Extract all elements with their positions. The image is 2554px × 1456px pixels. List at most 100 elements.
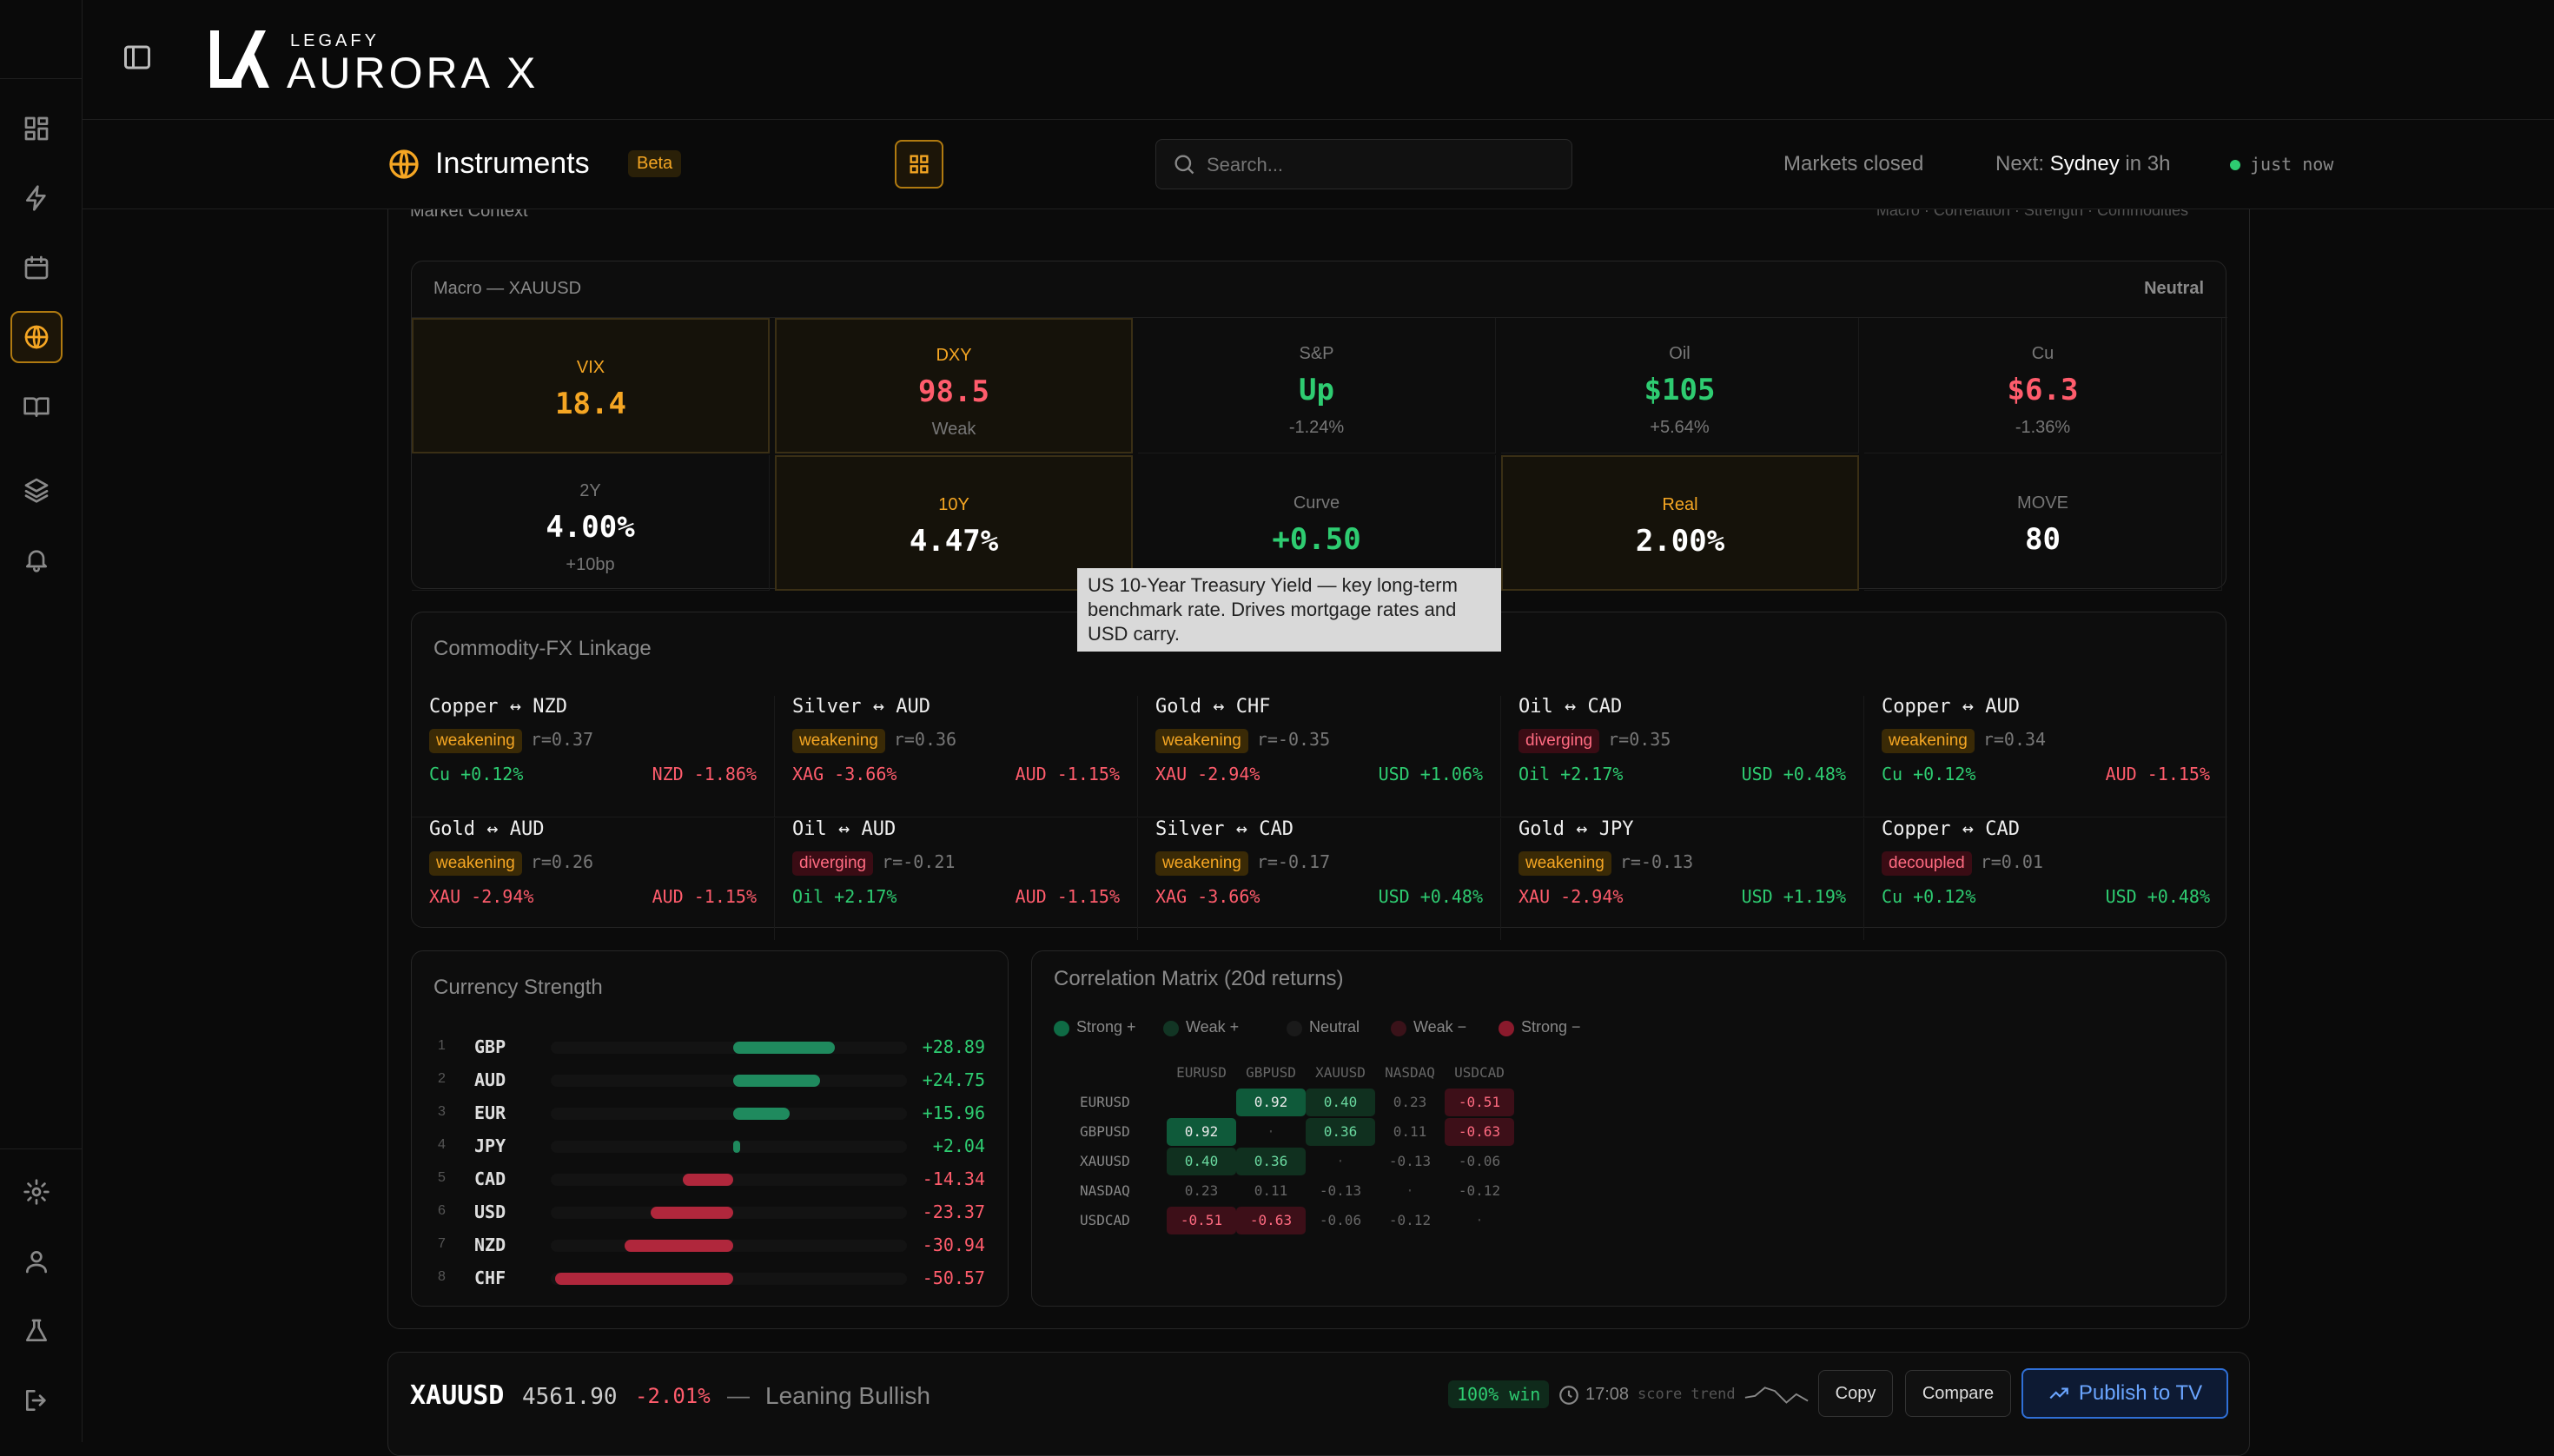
correlation-title: Correlation Matrix (20d returns) (1054, 967, 1344, 990)
macro-sub: -1.36% (2015, 418, 2071, 437)
linkage-left-change: Cu +0.12% (1882, 764, 1976, 784)
linkage-item[interactable]: Gold ↔ AUD weakening r=0.26 XAU -2.94% AUD -… (412, 818, 775, 940)
linkage-right-change: USD +1.06% (1378, 764, 1483, 784)
strength-row: 8 CHF -50.57 (438, 1262, 985, 1295)
corr-cell[interactable]: -0.63 (1236, 1207, 1306, 1234)
macro-sub: -1.24% (1288, 418, 1345, 437)
publish-to-tv-button[interactable]: Publish to TV (2021, 1368, 2228, 1419)
corr-cell[interactable]: -0.06 (1319, 1212, 1362, 1228)
corr-cell[interactable]: -0.06 (1458, 1153, 1501, 1169)
macro-value: Up (1299, 373, 1334, 407)
linkage-status-row: diverging r=0.35 (1519, 729, 1671, 753)
journal-nav-button[interactable] (10, 381, 63, 433)
corr-cell[interactable]: -0.12 (1458, 1182, 1501, 1199)
macro-value: 4.47% (909, 524, 999, 559)
linkage-pair: Oil ↔ CAD (1519, 696, 1623, 718)
layout-toggle-button[interactable] (895, 140, 943, 189)
strength-value: -14.34 (922, 1168, 985, 1189)
macro-cell-sp[interactable]: S&P Up -1.24% (1138, 318, 1496, 453)
linkage-r-value: r=-0.17 (1256, 851, 1331, 872)
macro-cell-vix[interactable]: VIX 18.4 (412, 318, 770, 453)
linkage-item[interactable]: Silver ↔ AUD weakening r=0.36 XAG -3.66% AUD… (775, 696, 1138, 817)
calendar-nav-button[interactable] (10, 242, 63, 294)
corr-cell[interactable]: 0.23 (1184, 1182, 1219, 1199)
macro-cell-cu[interactable]: Cu $6.3 -1.36% (1864, 318, 2222, 453)
corr-cell[interactable]: 0.40 (1306, 1089, 1375, 1116)
instrument-symbol[interactable]: XAUUSD (410, 1380, 505, 1411)
settings-nav-button[interactable] (10, 1166, 63, 1218)
corr-cell[interactable]: 0.40 (1167, 1148, 1236, 1175)
linkage-item[interactable]: Copper ↔ AUD weakening r=0.34 Cu +0.12% AUD … (1864, 696, 2227, 817)
corr-cell[interactable]: 0.11 (1254, 1182, 1288, 1199)
corr-cell[interactable]: -0.13 (1319, 1182, 1362, 1199)
dashboard-nav-button[interactable] (10, 103, 63, 155)
linkage-left-change: Cu +0.12% (1882, 886, 1976, 907)
linkage-item[interactable]: Oil ↔ CAD diverging r=0.35 Oil +2.17% USD +0… (1501, 696, 1864, 817)
strength-bar (733, 1141, 741, 1153)
grid-icon (910, 155, 929, 174)
strength-row: 1 GBP +28.89 (438, 1031, 985, 1064)
corr-cell[interactable]: -0.13 (1388, 1153, 1432, 1169)
corr-cell[interactable]: -0.51 (1445, 1089, 1514, 1116)
instruments-nav-button[interactable] (10, 311, 63, 363)
linkage-item[interactable]: Copper ↔ NZD weakening r=0.37 Cu +0.12% NZD … (412, 696, 775, 817)
corr-cell[interactable] (1167, 1089, 1236, 1116)
signals-nav-button[interactable] (10, 172, 63, 224)
top-bar: LEGAFY AURORA X (83, 0, 2554, 120)
macro-cell-dxy[interactable]: DXY 98.5 Weak (775, 318, 1133, 453)
corr-cell[interactable]: 0.11 (1393, 1123, 1427, 1140)
strength-rank: 6 (438, 1203, 446, 1218)
win-rate-badge: 100% win (1448, 1380, 1550, 1408)
sidebar-rail (0, 0, 83, 1442)
layers-nav-button[interactable] (10, 464, 63, 516)
corr-cell[interactable]: · (1336, 1153, 1345, 1169)
legend-label: Weak + (1186, 1018, 1240, 1036)
strength-value: +28.89 (922, 1036, 985, 1057)
macro-cell-real[interactable]: Real 2.00% (1501, 455, 1859, 591)
corr-cell[interactable]: -0.12 (1388, 1212, 1432, 1228)
brand-logo[interactable]: LEGAFY AURORA X (208, 24, 539, 95)
linkage-item[interactable]: Gold ↔ JPY weakening r=-0.13 XAU -2.94% USD … (1501, 818, 1864, 940)
corr-cell[interactable]: -0.63 (1445, 1118, 1514, 1146)
profile-nav-button[interactable] (10, 1235, 63, 1287)
flask-icon (26, 1319, 47, 1341)
search-input[interactable] (1207, 150, 1554, 180)
lightning-icon (26, 185, 46, 211)
corr-cell[interactable]: 0.23 (1393, 1094, 1427, 1110)
copy-button[interactable]: Copy (1818, 1370, 1893, 1417)
macro-cell-2y[interactable]: 2Y 4.00% +10bp (412, 455, 770, 591)
corr-cell[interactable]: -0.51 (1167, 1207, 1236, 1234)
corr-cell[interactable]: 0.92 (1167, 1118, 1236, 1146)
correlation-matrix-card: Correlation Matrix (20d returns) Strong … (1031, 950, 2226, 1307)
linkage-item[interactable]: Silver ↔ CAD weakening r=-0.17 XAG -3.66% US… (1138, 818, 1501, 940)
layers-icon (24, 478, 49, 503)
lab-nav-button[interactable] (10, 1305, 63, 1357)
clock-icon (1559, 1386, 1578, 1405)
corr-cell[interactable]: 0.36 (1236, 1148, 1306, 1175)
macro-cell-10y[interactable]: 10Y 4.47% (775, 455, 1133, 591)
strength-rank: 8 (438, 1269, 446, 1284)
corr-cell[interactable]: 0.92 (1236, 1089, 1306, 1116)
corr-cell[interactable]: · (1406, 1182, 1414, 1199)
signal-time: 17:08 (1585, 1385, 1630, 1404)
macro-label: Curve (1293, 493, 1340, 513)
logout-nav-button[interactable] (10, 1374, 63, 1426)
macro-cell-move[interactable]: MOVE 80 (1864, 455, 2222, 591)
search-box[interactable] (1155, 139, 1572, 189)
corr-cell[interactable]: 0.36 (1306, 1118, 1375, 1146)
linkage-item[interactable]: Oil ↔ AUD diverging r=-0.21 Oil +2.17% AUD -… (775, 818, 1138, 940)
macro-label: VIX (576, 358, 605, 377)
macro-cell-oil[interactable]: Oil $105 +5.64% (1501, 318, 1859, 453)
linkage-item[interactable]: Copper ↔ CAD decoupled r=0.01 Cu +0.12% USD … (1864, 818, 2227, 940)
sidebar-toggle-button[interactable] (122, 42, 153, 73)
commodity-fx-linkage-card: Commodity-FX Linkage Copper ↔ NZD weakeni… (411, 612, 2227, 940)
compare-button[interactable]: Compare (1905, 1370, 2011, 1417)
markets-status: Markets closed (1783, 152, 1924, 175)
alerts-nav-button[interactable] (10, 533, 63, 586)
linkage-item[interactable]: Gold ↔ CHF weakening r=-0.35 XAU -2.94% USD … (1138, 696, 1501, 817)
corr-cell[interactable]: · (1475, 1212, 1484, 1228)
legend-swatch (1287, 1021, 1302, 1036)
beta-badge: Beta (628, 150, 682, 177)
macro-sub: Weak (931, 420, 976, 439)
corr-cell[interactable]: · (1267, 1123, 1275, 1140)
